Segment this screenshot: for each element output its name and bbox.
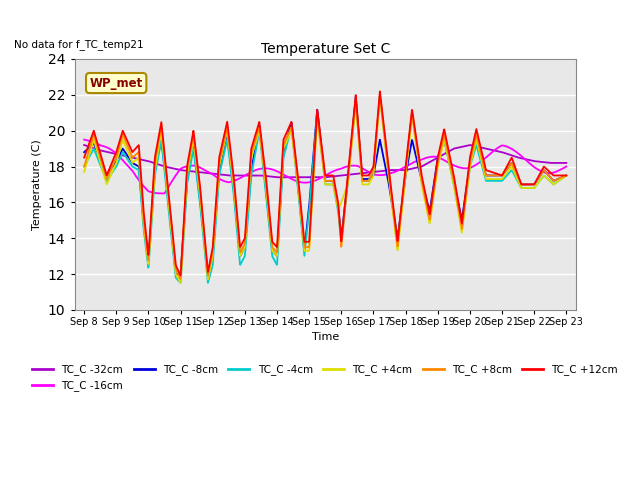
Title: Temperature Set C: Temperature Set C: [260, 42, 390, 57]
Text: No data for f_TC_temp21: No data for f_TC_temp21: [14, 39, 144, 50]
X-axis label: Time: Time: [312, 333, 339, 342]
Legend: TC_C -32cm, TC_C -16cm, TC_C -8cm, TC_C -4cm, TC_C +4cm, TC_C +8cm, TC_C +12cm: TC_C -32cm, TC_C -16cm, TC_C -8cm, TC_C …: [28, 360, 622, 396]
Y-axis label: Temperature (C): Temperature (C): [32, 139, 42, 230]
Text: WP_met: WP_met: [90, 76, 143, 90]
